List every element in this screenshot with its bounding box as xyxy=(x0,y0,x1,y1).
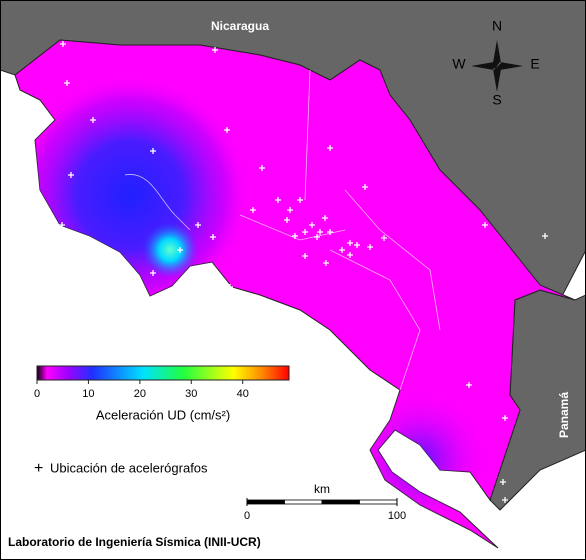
station xyxy=(381,235,387,241)
station xyxy=(347,252,353,258)
scale-bar: 0 100 xyxy=(244,498,406,522)
station xyxy=(224,127,230,133)
station xyxy=(466,382,472,388)
legend-marker: + xyxy=(34,460,43,477)
station xyxy=(482,222,488,228)
station xyxy=(327,145,333,151)
scale-segment xyxy=(359,499,398,505)
station xyxy=(284,217,290,223)
station xyxy=(60,41,66,47)
station xyxy=(68,172,74,178)
colorbar-ticks: 0 10 20 30 40 xyxy=(34,380,249,400)
scale-tick-label: 100 xyxy=(388,510,406,522)
station xyxy=(210,234,216,240)
compass-s: S xyxy=(492,92,501,108)
station xyxy=(259,165,265,171)
station xyxy=(327,229,333,235)
station xyxy=(302,253,308,259)
station xyxy=(177,247,183,253)
station xyxy=(502,497,508,503)
station xyxy=(275,197,281,203)
legend-label: Ubicación de acelerógrafos xyxy=(50,460,208,475)
station xyxy=(323,260,329,266)
station xyxy=(339,247,345,253)
station xyxy=(302,229,308,235)
station xyxy=(542,233,548,239)
compass-w: W xyxy=(452,56,466,72)
scale-segment xyxy=(321,499,360,505)
station xyxy=(292,233,298,239)
colorbar-tick-label: 20 xyxy=(134,388,146,400)
station xyxy=(59,222,65,228)
station xyxy=(150,148,156,154)
colorbar-tick-label: 0 xyxy=(34,388,40,400)
station xyxy=(90,117,96,123)
colorbar xyxy=(36,365,290,381)
colorbar-tick-label: 10 xyxy=(82,388,94,400)
station xyxy=(309,222,315,228)
province-borders xyxy=(124,69,441,391)
colorbar-tick-label: 40 xyxy=(237,388,249,400)
colorbar-tick-label: 30 xyxy=(185,388,197,400)
station xyxy=(317,229,323,235)
station xyxy=(314,234,320,240)
scale-segment xyxy=(246,499,285,505)
station xyxy=(195,222,201,228)
station xyxy=(250,207,256,213)
station xyxy=(287,207,293,213)
station xyxy=(354,242,360,248)
compass-e: E xyxy=(530,56,539,72)
station xyxy=(500,479,506,485)
compass: N W E S xyxy=(452,18,539,108)
station xyxy=(362,184,368,190)
credit: Laboratorio de Ingeniería Sísmica (INII-… xyxy=(8,535,261,549)
station xyxy=(322,215,328,221)
scale-tick-label: 0 xyxy=(244,510,250,522)
compass-rose xyxy=(471,40,523,92)
scale-unit: km xyxy=(314,482,330,496)
country-label: Nicaragua xyxy=(211,19,269,33)
colorbar-label: Aceleración UD (cm/s²) xyxy=(96,407,230,422)
station xyxy=(347,240,353,246)
country-label: Panamá xyxy=(557,392,571,438)
station xyxy=(212,47,218,53)
station xyxy=(502,415,508,421)
station xyxy=(367,244,373,250)
station xyxy=(297,197,303,203)
station xyxy=(150,270,156,276)
compass-n: N xyxy=(492,18,502,34)
scale-segment xyxy=(284,499,323,505)
stations xyxy=(59,41,548,503)
station xyxy=(64,80,70,86)
station xyxy=(227,284,233,290)
